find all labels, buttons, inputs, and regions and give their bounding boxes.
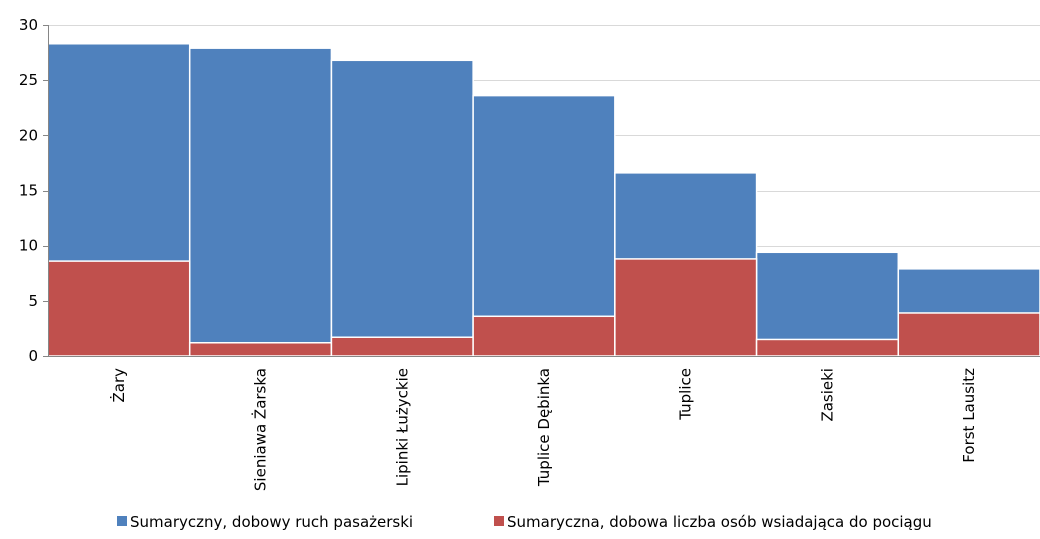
x-category-label-1: Sieniawa Żarska (251, 368, 270, 491)
bar-series2-1 (188, 342, 333, 357)
bar-series1-2 (330, 59, 474, 357)
x-category-label-3: Tuplice Dębinka (535, 368, 553, 487)
legend-label-2: Sumaryczna, dobowa liczba osób wsiadając… (507, 513, 932, 531)
y-tick-label-5: 5 (28, 292, 38, 310)
x-category-label-0: Żary (109, 368, 128, 403)
x-category-label-2: Lipinki Łużyckie (393, 368, 411, 486)
y-tick-label-30: 30 (19, 16, 38, 34)
legend-swatch-2 (494, 516, 504, 526)
y-tick-label-15: 15 (19, 182, 38, 200)
legend-label-1: Sumaryczny, dobowy ruch pasażerski (130, 513, 413, 531)
bar-series2-4 (614, 258, 758, 357)
y-tick-label-20: 20 (19, 126, 38, 144)
legend-swatch-1 (117, 516, 127, 526)
legend: Sumaryczny, dobowy ruch pasażerski Sumary… (117, 513, 932, 531)
x-category-labels: Żary Sieniawa Żarska Lipinki Łużyckie Tupli… (109, 368, 978, 491)
y-tick-label-10: 10 (19, 237, 38, 255)
axes (43, 25, 1040, 357)
bars (47, 43, 1040, 357)
x-category-label-4: Tuplice (677, 368, 695, 421)
x-category-label-5: Zasieki (818, 368, 836, 422)
bar-series2-6 (897, 312, 1040, 357)
bar-series2-2 (330, 336, 474, 357)
y-tick-label-0: 0 (28, 347, 38, 365)
bar-series2-5 (755, 338, 900, 357)
bar-series2-0 (47, 260, 191, 357)
bar-series2-3 (472, 315, 616, 357)
x-category-label-6: Forst Lausitz (960, 368, 978, 463)
bar-series1-1 (188, 47, 333, 357)
y-tick-label-25: 25 (19, 71, 38, 89)
y-tick-labels: 0 5 10 15 20 25 30 (19, 16, 38, 365)
